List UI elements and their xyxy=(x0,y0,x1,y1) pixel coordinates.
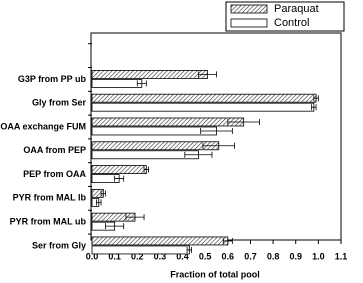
plot-frame xyxy=(90,32,342,241)
error-bar xyxy=(227,118,260,125)
bar xyxy=(91,69,208,79)
x-tick-label: 0.2 xyxy=(131,251,144,261)
x-tick-label: 1.0 xyxy=(312,251,325,261)
error-bar xyxy=(311,104,317,111)
x-tick-label: 0.6 xyxy=(222,251,235,261)
y-tick-label: PYR from MAL ub xyxy=(10,217,87,227)
error-bar xyxy=(186,246,192,253)
error-bar xyxy=(184,151,213,158)
x-tick-label: 0.3 xyxy=(154,251,167,261)
x-tick-label: 0.8 xyxy=(267,251,280,261)
error-bar xyxy=(125,214,145,221)
error-bar xyxy=(143,166,149,173)
bar xyxy=(91,78,143,88)
x-tick-label: 0.1 xyxy=(108,251,121,261)
legend-label: Paraquat xyxy=(274,3,319,15)
y-tick-label: OAA from PEP xyxy=(23,145,86,155)
error-bar xyxy=(96,199,102,206)
error-bar xyxy=(114,175,125,182)
error-bar xyxy=(197,71,217,78)
y-tick-label: G3P from PP ub xyxy=(18,74,87,84)
x-tick-label: 0.5 xyxy=(199,251,212,261)
error-bar xyxy=(136,80,147,87)
x-tick-label: 0.9 xyxy=(289,251,302,261)
x-tick-label: 1.1 xyxy=(335,251,348,261)
bar xyxy=(91,150,199,160)
legend-swatch xyxy=(230,18,268,28)
legend-swatch xyxy=(230,4,268,14)
y-tick-label: Ser from Gly xyxy=(32,240,86,250)
x-axis-title: Fraction of total pool xyxy=(170,269,260,279)
x-tick-label: 0.4 xyxy=(176,251,189,261)
y-tick-label: OAA exchange FUM xyxy=(0,121,86,131)
error-bar xyxy=(105,223,125,230)
y-tick-label: PEP from OAA xyxy=(23,169,86,179)
bar xyxy=(91,141,220,151)
bar xyxy=(91,236,229,246)
y-tick-label: PYR from MAL lb xyxy=(13,193,87,203)
error-bar xyxy=(200,127,233,134)
legend-label: Control xyxy=(274,17,309,29)
y-tick-label: Gly from Ser xyxy=(32,98,87,108)
x-tick-label: 0.0 xyxy=(86,251,99,261)
x-tick-label: 0.7 xyxy=(244,251,257,261)
bar xyxy=(91,102,315,112)
error-bar xyxy=(222,237,233,244)
bar xyxy=(91,165,147,174)
bar xyxy=(91,93,317,103)
error-bar xyxy=(313,95,319,102)
bar xyxy=(91,245,190,255)
bar xyxy=(91,126,217,136)
bar xyxy=(91,117,245,127)
error-bar xyxy=(202,142,236,149)
error-bar xyxy=(100,190,106,197)
